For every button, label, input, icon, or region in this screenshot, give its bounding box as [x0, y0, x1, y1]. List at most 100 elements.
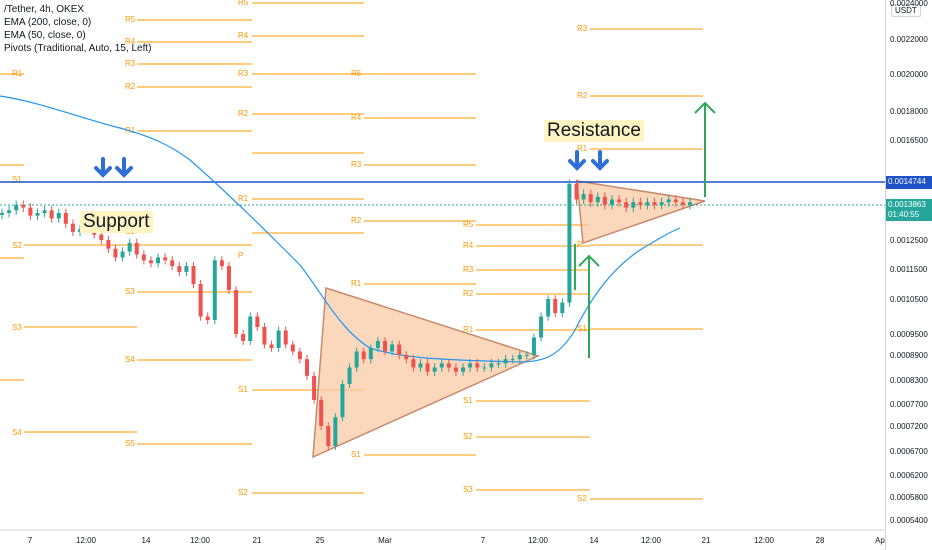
candle-body	[624, 202, 629, 208]
candle-body	[546, 299, 551, 317]
resistance-annotation[interactable]: Resistance	[544, 120, 644, 142]
candle-body	[602, 196, 607, 205]
pivot-label: S3	[125, 287, 135, 296]
price-tick: 0.0005400	[890, 516, 928, 525]
pivot-label: S4	[12, 428, 22, 437]
candle-body	[383, 341, 388, 352]
price-tick: 0.0016500	[890, 136, 928, 145]
candle-body	[248, 316, 253, 341]
candle-body	[219, 260, 224, 267]
time-tick: 21	[702, 536, 711, 545]
candle-body	[347, 367, 352, 384]
candle-body	[631, 202, 636, 208]
resistance-price-tag: 0.0014744	[886, 176, 932, 189]
pivot-label: R1	[463, 325, 474, 334]
price-tick: 0.0007700	[890, 400, 928, 409]
symbol-title[interactable]: /Tether, 4h, OKEX	[4, 4, 85, 15]
price-tick: 0.0009500	[890, 330, 928, 339]
countdown-label: 01:40:55	[888, 210, 920, 219]
symmetrical-triangle-2	[576, 180, 706, 245]
time-tick: 7	[481, 536, 486, 545]
price-tick: 0.0024000	[890, 0, 928, 8]
candle-body	[333, 417, 338, 446]
arrow-down-icon	[94, 157, 112, 178]
candle-body	[304, 359, 309, 376]
candle-body	[659, 202, 664, 205]
pivot-label: R2	[577, 91, 588, 100]
candle-body	[28, 207, 33, 216]
candle-body	[617, 199, 622, 203]
candle-body	[411, 359, 416, 368]
candle-body	[255, 316, 260, 327]
candle-body	[134, 242, 139, 255]
pivot-label: S2	[12, 241, 22, 250]
time-tick: 12:00	[641, 536, 662, 545]
candle-body	[531, 337, 536, 355]
pivot-label: R3	[351, 160, 362, 169]
pivot-label: S5	[125, 439, 135, 448]
candle-body	[390, 344, 395, 352]
candle-body	[482, 367, 487, 369]
pivot-label: R4	[238, 31, 249, 40]
time-axis: 7 12:00 14 12:00 21 25 Mar 7 12:00 14 12:00 21 12:00…	[28, 536, 886, 545]
pivot-label: R3	[463, 265, 474, 274]
green-arrow-1	[578, 254, 600, 358]
pivot-label: S1	[238, 385, 248, 394]
candle-body	[262, 327, 267, 345]
pivot-label: S2	[577, 494, 587, 503]
candle-body	[35, 213, 40, 216]
candle-body	[553, 299, 558, 313]
candle-body	[212, 260, 217, 320]
candle-body	[560, 302, 565, 313]
pivots-legend[interactable]: Pivots (Traditional, Auto, 15, Left)	[4, 43, 152, 54]
time-tick: Ap	[875, 536, 885, 545]
time-tick: 25	[316, 536, 325, 545]
candle-body	[49, 210, 54, 219]
price-tick: 0.0022000	[890, 35, 928, 44]
candle-body	[588, 194, 593, 203]
arrow-down-icon	[568, 150, 586, 171]
candle-body	[177, 266, 182, 272]
candle-body	[645, 202, 650, 205]
candle-body	[468, 363, 473, 368]
candle-body	[312, 375, 317, 400]
time-tick: 28	[816, 536, 825, 545]
time-tick: Mar	[378, 536, 392, 545]
pivot-label: R3	[577, 24, 588, 33]
candle-body	[638, 202, 643, 205]
candle-body	[446, 363, 451, 368]
candle-body	[453, 367, 458, 372]
candle-body	[226, 266, 231, 290]
candle-body	[496, 363, 501, 365]
candle-body	[688, 202, 692, 205]
candle-body	[404, 355, 409, 360]
time-tick: 14	[142, 536, 151, 545]
last-price-tag: 0.0013863 01:40:55	[886, 199, 932, 221]
price-tick: 0.0007200	[890, 422, 928, 431]
ema200-legend[interactable]: EMA (200, close, 0)	[4, 17, 92, 28]
support-annotation[interactable]: Support	[80, 211, 153, 233]
candle-body	[113, 248, 118, 258]
pivot-labels: R1 S1 S2 S3 S4 R5 R4 R3 R2 R1 S2 S3 S4 S…	[12, 0, 588, 503]
candle-body	[184, 266, 189, 272]
pivot-label: R1	[238, 194, 249, 203]
pivot-label: S3	[12, 323, 22, 332]
pivot-label: P	[577, 240, 582, 249]
pivot-label: S1	[463, 396, 473, 405]
time-tick: 21	[253, 536, 262, 545]
pivot-label: R5	[238, 0, 249, 7]
candle-body	[269, 344, 274, 348]
resistance-price-label: 0.0014744	[888, 177, 926, 186]
pivot-label: R3	[238, 69, 249, 78]
pivot-label: R5	[463, 220, 474, 229]
candle-body	[673, 199, 678, 203]
price-axis[interactable]	[885, 0, 932, 550]
ema50-legend[interactable]: EMA (50, close, 0)	[4, 30, 86, 41]
candle-body	[326, 426, 331, 446]
currency-badge[interactable]: USDT	[891, 4, 921, 17]
candle-body	[595, 196, 600, 203]
price-tick-labels: 0.0024000 0.0022000 0.0020000 0.0018000 0.00…	[890, 0, 928, 525]
candle-body	[99, 234, 104, 240]
time-tick: 12:00	[76, 536, 97, 545]
